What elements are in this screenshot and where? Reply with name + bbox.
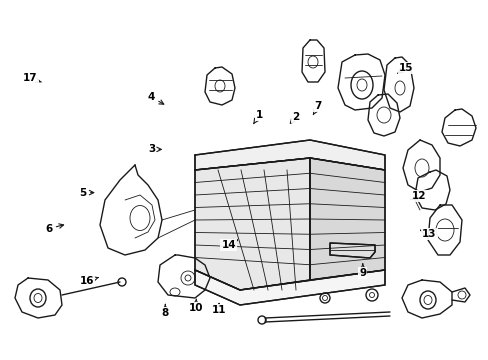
Text: 11: 11 [211,303,226,315]
Polygon shape [195,140,384,170]
Text: 2: 2 [290,112,299,123]
Text: 8: 8 [162,304,168,318]
Text: 15: 15 [397,63,412,73]
Polygon shape [309,158,384,280]
Text: 5: 5 [80,188,94,198]
Polygon shape [195,270,384,305]
Polygon shape [329,243,374,258]
Text: 9: 9 [359,264,366,278]
Text: 14: 14 [221,240,237,250]
Text: 17: 17 [23,73,41,84]
Text: 1: 1 [253,110,262,124]
Text: 10: 10 [188,299,203,313]
Text: 16: 16 [80,276,98,286]
Text: 7: 7 [313,101,321,115]
Text: 3: 3 [148,144,161,154]
Text: 13: 13 [420,229,436,239]
Text: 12: 12 [410,191,426,201]
Text: 6: 6 [45,224,63,234]
Polygon shape [195,158,309,290]
Text: 4: 4 [147,92,163,104]
